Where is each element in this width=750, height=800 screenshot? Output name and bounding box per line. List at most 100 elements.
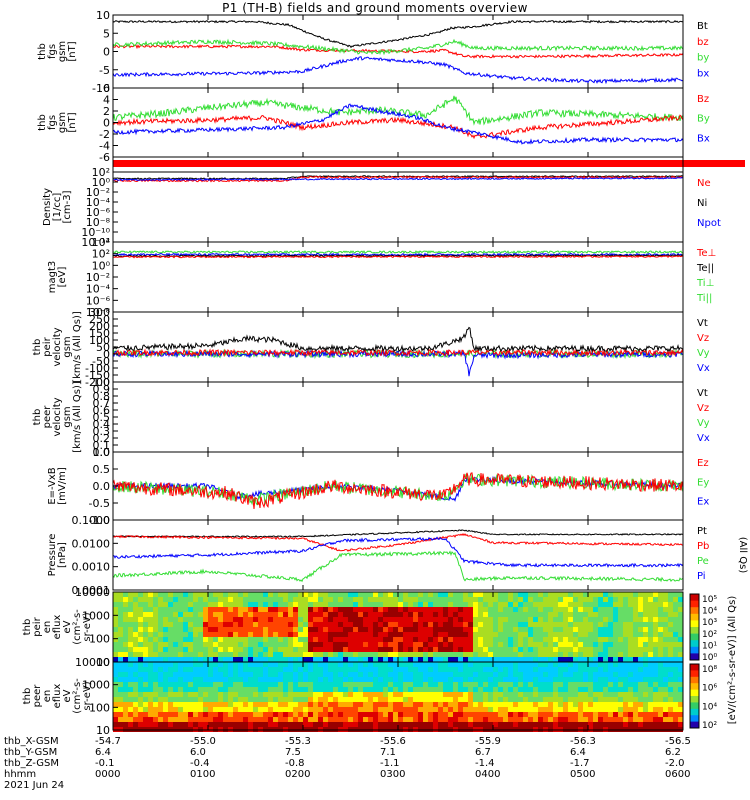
legend-entry-Vy: Vy xyxy=(697,418,710,429)
y-axis-label: thb xyxy=(37,43,48,60)
colorbar-tick: 10² xyxy=(702,630,717,640)
y-tick-label: -0.5 xyxy=(89,497,110,510)
y-tick-label: 5 xyxy=(103,27,110,40)
chart-title: P1 (TH-B) fields and ground moments over… xyxy=(222,1,528,15)
line-pe xyxy=(112,550,684,583)
y-tick-label: 1000 xyxy=(82,609,110,622)
y-tick-label: 0.0100 xyxy=(72,537,111,550)
legend-entry-by: by xyxy=(697,53,709,64)
y-axis-label: (cm²-s- xyxy=(72,678,83,714)
legend-entry-Bx: Bx xyxy=(697,133,710,144)
y-axis-label: velocity xyxy=(52,327,63,366)
y-tick-label: -1.0 xyxy=(89,514,110,527)
colorbar-tick: 10⁴ xyxy=(702,702,717,712)
y-tick-label: 10² xyxy=(92,248,110,261)
colorbar-tick: 10⁶ xyxy=(702,684,717,694)
y-axis-label: gsm xyxy=(57,112,68,133)
y-axis-label: Pressure xyxy=(47,534,58,577)
y-tick-label: 100 xyxy=(89,334,110,347)
y-tick-label: 0.2 xyxy=(93,432,111,445)
y-tick-label: 10⁻⁴ xyxy=(86,283,111,296)
y-tick-label: -50 xyxy=(92,355,110,368)
y-tick-label: 50 xyxy=(96,341,110,354)
legend-entry-bz: bz xyxy=(697,37,709,48)
legend-entry-Vt: Vt xyxy=(697,388,708,399)
colorbar-tick: 10⁵ xyxy=(702,595,717,605)
ephemeris-value: -0.4 xyxy=(190,758,210,769)
y-tick-label: 0.7 xyxy=(93,397,111,410)
y-tick-label: 10 xyxy=(96,724,110,737)
legend-entry-Vy: Vy xyxy=(697,348,710,359)
legend-entry-Pe: Pe xyxy=(697,556,709,567)
y-tick-label: 300 xyxy=(89,306,110,319)
y-tick-label: -5 xyxy=(99,64,110,77)
y-axis-label: thb xyxy=(32,339,43,356)
side-label: (All Qs) xyxy=(737,537,748,574)
y-tick-label: 2 xyxy=(103,105,110,118)
y-tick-label: 10⁻¹⁰ xyxy=(81,226,110,239)
y-tick-label: 0.0010 xyxy=(72,561,111,574)
ephemeris-value: 0000 xyxy=(95,769,121,780)
y-tick-label: -150 xyxy=(85,369,110,382)
y-tick-label: 10000 xyxy=(75,586,110,599)
y-tick-label: 0.0 xyxy=(93,480,111,493)
y-axis-label: eV xyxy=(62,620,73,633)
y-tick-label: 10⁻² xyxy=(86,271,110,284)
legend-entry-Vz: Vz xyxy=(697,333,709,344)
ephemeris-value: -55.3 xyxy=(285,736,311,747)
ephemeris-label: 2021 Jun 24 xyxy=(4,780,65,791)
y-tick-label: 10⁻⁸ xyxy=(86,306,111,319)
y-axis-label: sr-eV) xyxy=(82,612,93,641)
y-axis-label: magt3 xyxy=(47,261,58,294)
y-tick-label: -10 xyxy=(92,82,110,95)
legend-entry-Ni: Ni xyxy=(697,198,707,209)
ephemeris-value: -2.0 xyxy=(665,758,685,769)
line-vt xyxy=(112,326,684,354)
y-tick-label: 6 xyxy=(103,82,110,95)
density-strip-band xyxy=(113,160,745,167)
y-tick-label: -200 xyxy=(85,376,110,389)
ephemeris-value: -0.1 xyxy=(95,758,115,769)
line-by xyxy=(112,38,684,56)
legend-entry-By: By xyxy=(697,114,710,125)
legend-entry-Ez: Ez xyxy=(697,458,709,469)
y-axis-label: eV xyxy=(62,689,73,702)
legend-entry-Ti⊥: Ti⊥ xyxy=(696,278,714,289)
ephemeris-value: 0300 xyxy=(380,769,406,780)
y-axis-label: E=-VxB xyxy=(47,467,58,504)
ephemeris-value: 6.4 xyxy=(570,747,586,758)
y-tick-label: 0.1000 xyxy=(72,514,111,527)
y-tick-label: 0.6 xyxy=(93,404,111,417)
y-tick-label: -6 xyxy=(99,151,110,164)
y-tick-label: 10⁰ xyxy=(92,259,111,272)
y-axis-label: [eV] xyxy=(57,267,68,288)
ephemeris-value: 0100 xyxy=(190,769,216,780)
ephemeris-label: hhmm xyxy=(4,769,37,780)
y-tick-label: 10000 xyxy=(75,656,110,669)
line-Bz xyxy=(112,114,684,140)
y-tick-label: 0.5 xyxy=(93,463,111,476)
y-tick-label: 10 xyxy=(96,656,110,669)
line-npot xyxy=(112,177,684,182)
y-tick-label: 100 xyxy=(89,701,110,714)
legend-entry-Ex: Ex xyxy=(697,497,709,508)
ephemeris-value: 6.0 xyxy=(190,747,206,758)
line-bt xyxy=(112,19,683,49)
line-ez xyxy=(112,472,684,510)
y-tick-label: 10⁻⁶ xyxy=(86,294,111,307)
y-axis-label: [mV/m] xyxy=(57,467,68,505)
line-ey xyxy=(112,472,684,506)
y-axis-label: fgs xyxy=(47,44,58,59)
y-axis-label: [km/s (All Qs)] xyxy=(72,311,83,383)
y-tick-label: 0.9 xyxy=(93,383,111,396)
legend-entry-Bz: Bz xyxy=(697,94,709,105)
colorbar-tick: 10³ xyxy=(702,618,717,628)
panel-frame xyxy=(112,171,684,243)
line-Bx xyxy=(112,103,684,145)
y-axis-label: [km/s (All Qs)] xyxy=(72,381,83,453)
y-axis-label: sr-eV) xyxy=(82,681,93,710)
legend-entry-Ey: Ey xyxy=(697,477,709,488)
colorbar-unit-label: [eV/(cm²-s-sr-eV)] (All Qs) xyxy=(727,596,738,725)
